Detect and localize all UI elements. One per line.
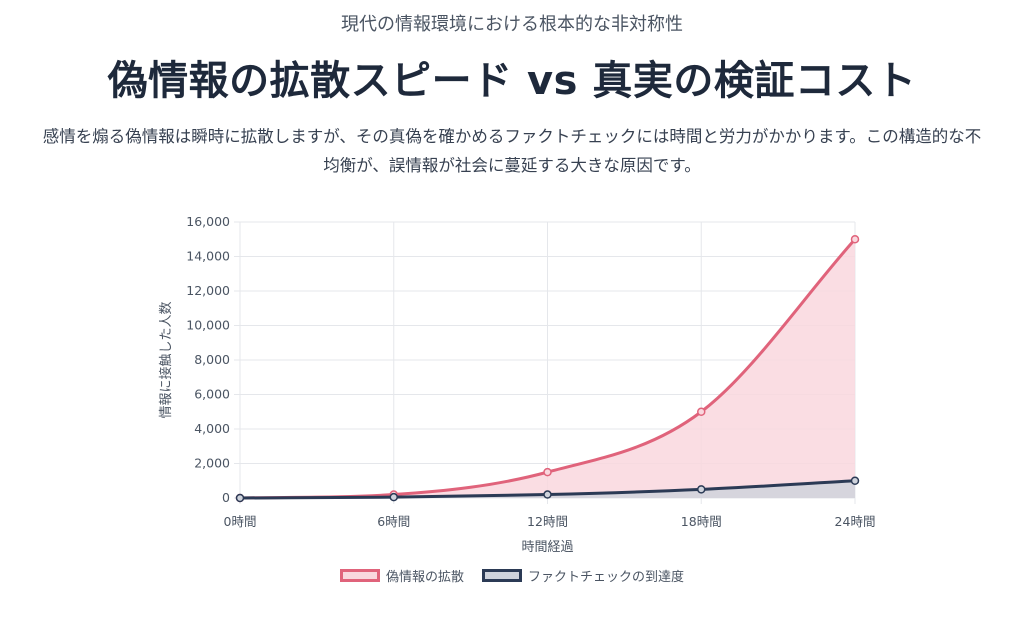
data-point-0 (543, 467, 552, 477)
data-point-1 (697, 485, 706, 494)
y-tick-label: 10,000 (186, 318, 230, 333)
legend-swatch-factcheck (482, 569, 522, 582)
x-tick-label: 18時間 (681, 514, 722, 529)
data-point-1 (850, 476, 860, 485)
x-tick-label: 24時間 (835, 514, 876, 529)
x-tick-label: 6時間 (377, 514, 410, 529)
legend-label-factcheck: ファクトチェックの到達度 (528, 570, 685, 585)
legend-swatch-disinformation (339, 569, 380, 582)
x-axis-title: 時間経過 (521, 540, 573, 555)
y-axis-title: 情報に接触した人数 (158, 301, 174, 418)
legend-item-disinformation[interactable]: 偽情報の拡散 (339, 566, 464, 585)
legend-label-disinformation: 偽情報の拡散 (385, 570, 464, 585)
chart-legend: 偽情報の拡散 ファクトチェックの到達度 (0, 566, 1024, 585)
y-tick-label: 4,000 (194, 421, 230, 436)
chart-description: 感情を煽る偽情報は瞬時に拡散しますが、その真偽を確かめるファクトチェックには時間… (42, 127, 982, 175)
data-point-1 (543, 490, 552, 499)
y-tick-label: 12,000 (186, 283, 230, 298)
y-tick-label: 14,000 (186, 249, 230, 264)
chart-kicker: 現代の情報環境における根本的な非対称性 (341, 14, 683, 35)
series-area-1 (240, 480, 855, 498)
x-tick-label: 0時間 (224, 514, 257, 529)
y-tick-label: 16,000 (186, 214, 230, 229)
series-area-0 (240, 239, 855, 498)
y-tick-label: 0 (222, 490, 230, 505)
data-point-1 (389, 492, 398, 502)
data-point-1 (235, 493, 245, 503)
legend-item-factcheck[interactable]: ファクトチェックの到達度 (482, 566, 684, 585)
y-tick-label: 6,000 (194, 387, 230, 402)
data-point-0 (850, 235, 860, 244)
line-chart: 0 2,000 4,000 6,000 8,000 10,000 12,000 14,000 1… (158, 214, 876, 555)
data-point-0 (697, 407, 706, 416)
y-tick-label: 2,000 (194, 456, 230, 471)
chart-title: 偽情報の拡散スピード vs 真実の検証コスト (107, 58, 917, 104)
x-tick-label: 12時間 (527, 514, 568, 529)
y-tick-label: 8,000 (194, 352, 230, 367)
